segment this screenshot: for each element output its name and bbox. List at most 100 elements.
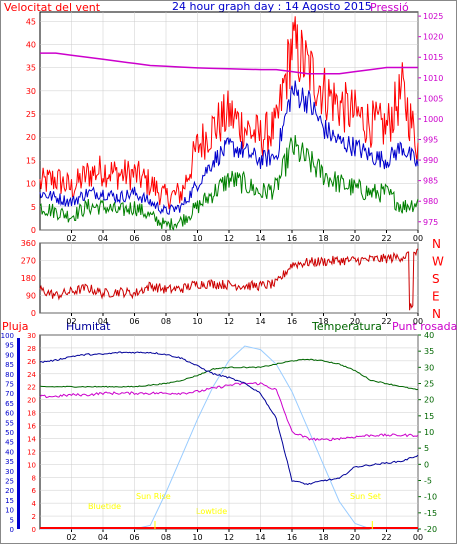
- wind-y-tick-label: 25: [26, 110, 36, 119]
- rain-y-tick-label: 8: [32, 474, 36, 482]
- temp-y-tick-label: -15: [424, 509, 437, 518]
- humidity-y-tick-label: 20: [5, 487, 14, 495]
- direction-x-tick-label: 16: [287, 317, 297, 326]
- pressure-y-tick-label: 1010: [423, 74, 443, 83]
- temp-y-tick-label: 30: [424, 363, 434, 372]
- wind-speed-label: Velocitat del vent: [4, 1, 101, 14]
- rain-y-tick-label: 24: [27, 371, 36, 379]
- rain-y-tick-label: 20: [27, 397, 36, 405]
- dewpoint-series: [39, 382, 419, 442]
- pressure-label: Pressió: [370, 1, 409, 14]
- temperature-series: [39, 358, 419, 391]
- rain-y-tick-label: 12: [27, 448, 36, 456]
- temp-y-tick-label: 25: [424, 380, 434, 389]
- wind-gust-series: [39, 16, 419, 210]
- pressure-y-tick-label: 1000: [423, 115, 443, 124]
- pressure-series: [40, 52, 418, 75]
- humidity-y-tick-label: 85: [5, 361, 14, 369]
- humidity-y-tick-label: 90: [5, 351, 14, 359]
- direction-series: [39, 248, 419, 311]
- direction-x-tick-label: 08: [161, 317, 171, 326]
- temp-y-tick-label: 0: [424, 460, 429, 469]
- wind-y-tick-label: 0: [31, 226, 36, 235]
- wind-x-tick-label: 04: [98, 234, 108, 243]
- direction-y-tick-label: 180: [21, 274, 36, 283]
- climate-x-tick-label: 00: [413, 533, 423, 542]
- humidity-y-tick-label: 75: [5, 381, 14, 389]
- temperature-label: Temperatura: [311, 320, 382, 333]
- pressure-y-tick-label: 980: [423, 197, 438, 206]
- bluetide-label: Bluetide: [88, 502, 121, 511]
- wind-y-tick-label: 45: [26, 17, 36, 26]
- pressure-y-tick-label: 985: [423, 177, 438, 186]
- direction-x-tick-label: 04: [98, 317, 108, 326]
- wind-x-tick-label: 20: [350, 234, 360, 243]
- climate-x-tick-label: 20: [350, 533, 360, 542]
- compass-label: N: [432, 237, 441, 251]
- wind-y-tick-label: 5: [31, 203, 36, 212]
- humidity-y-tick-label: 100: [1, 332, 14, 340]
- temp-y-tick-label: 5: [424, 444, 429, 453]
- temp-y-tick-label: 20: [424, 396, 434, 405]
- temp-y-tick-label: 35: [424, 347, 434, 356]
- wind-x-tick-label: 18: [318, 234, 328, 243]
- rain-y-tick-label: 26: [27, 358, 36, 366]
- sunrise-label: Sun Rise: [136, 492, 171, 501]
- humidity-y-tick-label: 40: [5, 448, 14, 456]
- rain-y-tick-label: 28: [27, 345, 36, 353]
- rain-label: Pluja: [2, 320, 28, 333]
- climate-x-tick-label: 04: [98, 533, 108, 542]
- direction-y-tick-label: 270: [21, 257, 36, 266]
- compass-label: W: [432, 255, 444, 269]
- lowtide-label: Lowtide: [196, 507, 227, 516]
- wind-y-tick-label: 40: [26, 40, 36, 49]
- climate-x-tick-label: 10: [192, 533, 202, 542]
- rain-y-tick-label: 30: [27, 332, 36, 340]
- humidity-series: [39, 351, 419, 486]
- wind-x-tick-label: 14: [255, 234, 265, 243]
- wind-x-tick-label: 16: [287, 234, 297, 243]
- humidity-y-tick-label: 10: [5, 507, 14, 515]
- humidity-y-tick-label: 0: [10, 526, 14, 534]
- humidity-y-tick-label: 50: [5, 429, 14, 437]
- pressure-y-tick-label: 975: [423, 218, 438, 227]
- pressure-y-tick-label: 990: [423, 156, 438, 165]
- direction-x-tick-label: 14: [255, 317, 265, 326]
- climate-x-tick-label: 02: [66, 533, 76, 542]
- rain-y-tick-label: 6: [32, 487, 37, 495]
- rain-y-tick-label: 18: [27, 410, 36, 418]
- humidity-y-tick-label: 25: [5, 478, 14, 486]
- direction-x-tick-label: 00: [413, 317, 423, 326]
- direction-y-tick-label: 90: [26, 292, 36, 301]
- climate-x-tick-label: 22: [381, 533, 391, 542]
- temp-y-tick-label: -10: [424, 493, 437, 502]
- temp-y-tick-label: 15: [424, 412, 434, 421]
- pressure-y-tick-label: 995: [423, 136, 438, 145]
- dewpoint-label: Punt rosada: [392, 320, 457, 333]
- climate-x-tick-label: 06: [129, 533, 139, 542]
- humidity-axis-bar: [17, 338, 20, 529]
- rain-y-tick-label: 16: [27, 423, 36, 431]
- humidity-y-tick-label: 15: [5, 497, 14, 505]
- rain-y-tick-label: 14: [27, 435, 36, 443]
- wind-x-tick-label: 06: [129, 234, 139, 243]
- wind-x-tick-label: 00: [413, 234, 423, 243]
- wind-avg-series: [39, 80, 419, 215]
- temp-y-tick-label: -5: [424, 477, 432, 486]
- temp-y-tick-label: 40: [424, 331, 434, 340]
- climate-x-tick-label: 12: [224, 533, 234, 542]
- wind-x-tick-label: 22: [381, 234, 391, 243]
- pressure-y-tick-label: 1005: [423, 94, 443, 103]
- temp-y-tick-label: 10: [424, 428, 434, 437]
- direction-x-tick-label: 06: [129, 317, 139, 326]
- humidity-y-tick-label: 65: [5, 400, 14, 408]
- humidity-y-tick-label: 95: [5, 342, 14, 350]
- humidity-y-tick-label: 80: [5, 371, 14, 379]
- climate-x-tick-label: 14: [255, 533, 265, 542]
- rain-y-tick-label: 22: [27, 384, 36, 392]
- wind-x-tick-label: 02: [66, 234, 76, 243]
- direction-x-tick-label: 22: [381, 317, 391, 326]
- direction-x-tick-label: 20: [350, 317, 360, 326]
